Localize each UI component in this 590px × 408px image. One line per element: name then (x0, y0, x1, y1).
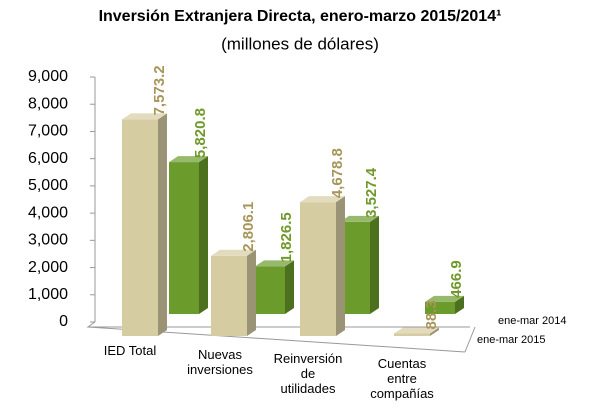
value-label: 4,678.8 (329, 148, 346, 198)
legend-label: ene-mar 2015 (477, 334, 546, 346)
bar-top (255, 260, 294, 267)
bar-side (455, 295, 464, 314)
bar-side (199, 156, 208, 314)
value-label: 466.9 (448, 260, 465, 298)
value-label: 3,527.4 (363, 167, 380, 218)
bar (169, 162, 199, 314)
y-tick-label: 8,000 (28, 95, 68, 112)
bar-side (158, 113, 167, 336)
y-tick-label: 7,000 (28, 123, 68, 140)
value-label: 1,826.5 (278, 212, 295, 262)
y-tick-label: 3,000 (28, 232, 68, 249)
bar (394, 333, 430, 336)
bar-side (430, 327, 439, 336)
bar-top (169, 156, 208, 163)
x-tick-label: IED Total (103, 343, 157, 358)
bar (425, 301, 455, 314)
bar (300, 202, 336, 336)
bar-side (336, 196, 345, 336)
bar (255, 266, 285, 314)
bar (211, 255, 247, 336)
bar-top (300, 196, 345, 203)
value-label: 88.3 (423, 300, 440, 329)
chart-subtitle: (millones de dólares) (221, 34, 379, 53)
bar-top (211, 249, 256, 256)
chart-title: Inversión Extranjera Directa, enero-marz… (99, 8, 502, 25)
bar-top (394, 327, 439, 334)
y-tick-label: 6,000 (28, 150, 68, 167)
bar-side (247, 249, 256, 336)
floor-side (464, 326, 476, 353)
legend-label: ene-mar 2014 (498, 315, 567, 327)
y-tick-label: 1,000 (28, 286, 68, 303)
bar-top (340, 215, 379, 222)
bar-side (285, 260, 294, 314)
bar-side (370, 215, 379, 314)
x-tick-label: Cuentas entre compañías (370, 356, 434, 401)
y-tick-label: 2,000 (28, 259, 68, 276)
bar (122, 119, 158, 336)
bar-top (122, 113, 167, 120)
value-label: 7,573.2 (151, 65, 168, 115)
value-label: 5,820.8 (192, 108, 209, 158)
y-tick-label: 5,000 (28, 177, 68, 194)
bar-top (425, 295, 464, 302)
value-label: 2,806.1 (240, 202, 257, 252)
y-tick-label: 9,000 (28, 68, 68, 85)
y-tick-label: 0 (59, 313, 68, 330)
x-tick-label: Nuevas inversiones (187, 347, 253, 377)
y-tick-label: 4,000 (28, 204, 68, 221)
x-tick-label: Reinversión de utilidades (273, 351, 343, 396)
